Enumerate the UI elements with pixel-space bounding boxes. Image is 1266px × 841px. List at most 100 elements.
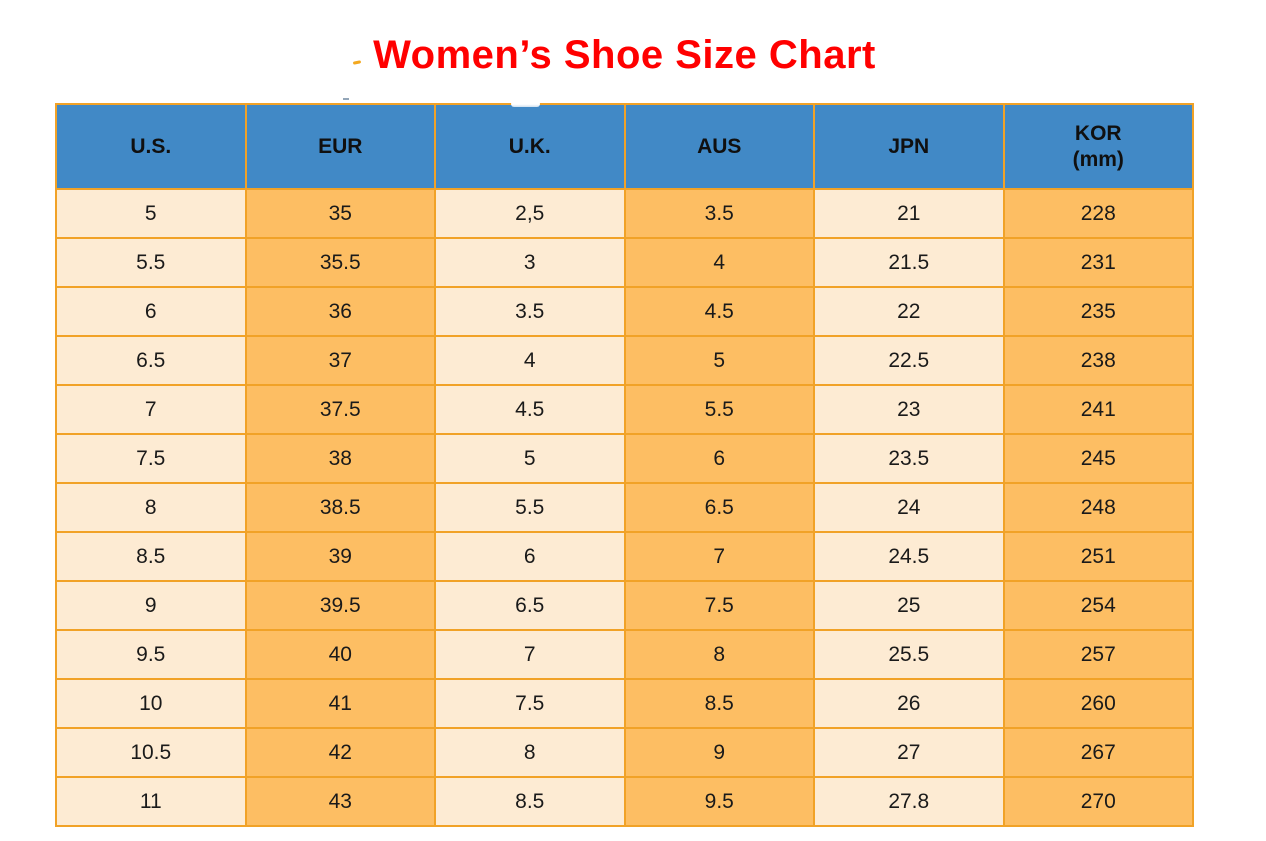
table-cell: 23.5	[813, 433, 1005, 484]
column-header-uk: U.K.	[434, 103, 626, 190]
column-header-jpn: JPN	[813, 103, 1005, 190]
table-cell: 241	[1002, 384, 1194, 435]
table-cell: 36	[244, 286, 436, 337]
table-cell: 38	[244, 433, 436, 484]
header-row: U.S. EUR U.K. AUS JPN KOR (mm)	[55, 103, 1194, 190]
column-header-eur: EUR	[244, 103, 436, 190]
table-cell: 35	[244, 188, 436, 239]
table-row: 9 39.5 6.5 7.5 25 254	[55, 580, 1194, 631]
table-row: 8 38.5 5.5 6.5 24 248	[55, 482, 1194, 533]
table-row: 6.5 37 4 5 22.5 238	[55, 335, 1194, 386]
table-cell: 41	[244, 678, 436, 729]
table-cell: 7.5	[55, 433, 247, 484]
table-cell: 245	[1002, 433, 1194, 484]
table-cell: 7	[623, 531, 815, 582]
table-cell: 7.5	[434, 678, 626, 729]
table-cell: 5	[623, 335, 815, 386]
table-cell: 231	[1002, 237, 1194, 288]
table-cell: 22.5	[813, 335, 1005, 386]
table-cell: 4.5	[434, 384, 626, 435]
table-cell: 7.5	[623, 580, 815, 631]
table-row: 10.5 42 8 9 27 267	[55, 727, 1194, 778]
table-cell: 7	[434, 629, 626, 680]
table-row: 11 43 8.5 9.5 27.8 270	[55, 776, 1194, 827]
border-notch	[511, 101, 540, 107]
table-cell: 4.5	[623, 286, 815, 337]
table-body: 5 35 2,5 3.5 21 228 5.5 35.5 3 4 21.5 231 6 36 3.5 4.5 2…	[55, 188, 1194, 827]
table-cell: 4	[434, 335, 626, 386]
table-cell: 8	[55, 482, 247, 533]
table-cell: 39.5	[244, 580, 436, 631]
table-cell: 42	[244, 727, 436, 778]
table-row: 9.5 40 7 8 25.5 257	[55, 629, 1194, 680]
table-cell: 9.5	[623, 776, 815, 827]
table-cell: 11	[55, 776, 247, 827]
table-cell: 238	[1002, 335, 1194, 386]
table-row: 5 35 2,5 3.5 21 228	[55, 188, 1194, 239]
table-cell: 10.5	[55, 727, 247, 778]
table-cell: 23	[813, 384, 1005, 435]
table-cell: 35.5	[244, 237, 436, 288]
table-cell: 6	[623, 433, 815, 484]
table-cell: 7	[55, 384, 247, 435]
column-header-kor-unit: (mm)	[1072, 147, 1124, 171]
table-cell: 270	[1002, 776, 1194, 827]
table-cell: 6	[55, 286, 247, 337]
table-cell: 9	[55, 580, 247, 631]
table-cell: 38.5	[244, 482, 436, 533]
table-row: 8.5 39 6 7 24.5 251	[55, 531, 1194, 582]
table-cell: 43	[244, 776, 436, 827]
table-cell: 6	[434, 531, 626, 582]
table-cell: 21.5	[813, 237, 1005, 288]
table-cell: 8.5	[434, 776, 626, 827]
table-cell: 267	[1002, 727, 1194, 778]
table-cell: 26	[813, 678, 1005, 729]
table-row: 7.5 38 5 6 23.5 245	[55, 433, 1194, 484]
column-header-us: U.S.	[55, 103, 247, 190]
table-cell: 25	[813, 580, 1005, 631]
table-cell: 10	[55, 678, 247, 729]
table-cell: 27	[813, 727, 1005, 778]
page-title: Women’s Shoe Size Chart	[373, 33, 876, 77]
table-cell: 9	[623, 727, 815, 778]
table-cell: 22	[813, 286, 1005, 337]
table-cell: 8	[623, 629, 815, 680]
table-cell: 5.5	[434, 482, 626, 533]
table-cell: 260	[1002, 678, 1194, 729]
table-cell: 5	[434, 433, 626, 484]
table-cell: 8	[434, 727, 626, 778]
column-header-aus: AUS	[623, 103, 815, 190]
table-cell: 40	[244, 629, 436, 680]
shoe-size-chart-table: U.S. EUR U.K. AUS JPN KOR (mm) 5 35 2,5 3.5…	[55, 103, 1194, 827]
table-row: 10 41 7.5 8.5 26 260	[55, 678, 1194, 729]
column-header-kor-label: KOR	[1074, 121, 1122, 145]
table-cell: 4	[623, 237, 815, 288]
table-cell: 5	[55, 188, 247, 239]
table-cell: 6.5	[434, 580, 626, 631]
table-cell: 37.5	[244, 384, 436, 435]
table-cell: 8.5	[55, 531, 247, 582]
table-cell: 251	[1002, 531, 1194, 582]
table-cell: 3.5	[434, 286, 626, 337]
table-cell: 2,5	[434, 188, 626, 239]
table-cell: 3	[434, 237, 626, 288]
table-cell: 228	[1002, 188, 1194, 239]
table-cell: 24.5	[813, 531, 1005, 582]
table-cell: 257	[1002, 629, 1194, 680]
table-cell: 24	[813, 482, 1005, 533]
table-cell: 6.5	[623, 482, 815, 533]
table-cell: 6.5	[55, 335, 247, 386]
table-cell: 8.5	[623, 678, 815, 729]
table-cell: 27.8	[813, 776, 1005, 827]
table-cell: 37	[244, 335, 436, 386]
column-header-kor: KOR (mm)	[1002, 103, 1194, 190]
table-cell: 3.5	[623, 188, 815, 239]
table-cell: 248	[1002, 482, 1194, 533]
table-cell: 25.5	[813, 629, 1005, 680]
speck-mark-icon	[343, 98, 349, 100]
table-cell: 254	[1002, 580, 1194, 631]
table-row: 6 36 3.5 4.5 22 235	[55, 286, 1194, 337]
table-cell: 5.5	[623, 384, 815, 435]
table-cell: 39	[244, 531, 436, 582]
table-row: 5.5 35.5 3 4 21.5 231	[55, 237, 1194, 288]
